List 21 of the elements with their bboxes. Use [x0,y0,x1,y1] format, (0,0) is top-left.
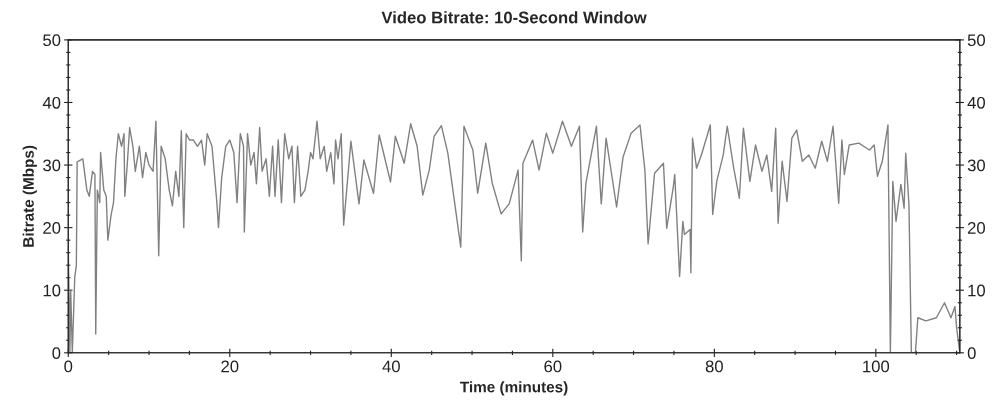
x-tick-label: 80 [705,360,723,373]
y2-tick-label: 0 [967,347,976,359]
y-axis-title: Bitrate (Mbps) [22,145,37,247]
x-tick-label: 40 [382,360,400,373]
y2-tick-label: 40 [967,96,985,109]
x-axis-title: Time (minutes) [460,381,568,396]
y-tick-label: 30 [43,159,61,172]
y2-tick-label: 30 [967,159,985,172]
chart-title: Video Bitrate: 10-Second Window [381,11,647,24]
y-tick-label: 40 [42,96,61,109]
x-tick-label: 100 [863,360,890,373]
y2-tick-label: 20 [967,222,985,234]
y-tick-label: 50 [43,34,61,47]
y-tick-label: 10 [43,284,61,297]
y2-tick-label: 10 [968,284,985,297]
x-tick-label: 20 [221,360,239,373]
y-tick-label: 0 [52,347,61,359]
y-tick-label: 20 [43,222,61,234]
x-tick-label: 60 [544,360,562,373]
x-tick-label: 0 [64,360,73,373]
y2-tick-label: 50 [967,34,985,47]
